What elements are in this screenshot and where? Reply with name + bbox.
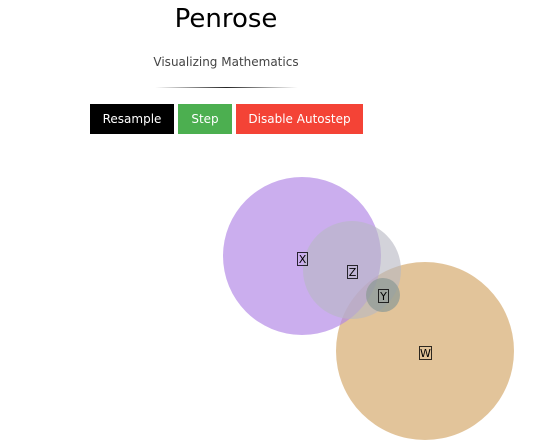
resample-button[interactable]: Resample: [90, 104, 174, 134]
page-subtitle: Visualizing Mathematics: [153, 55, 299, 69]
label-z: Z: [347, 265, 358, 279]
label-x-text: X: [299, 253, 307, 266]
label-w-text: W: [420, 347, 431, 360]
label-w: W: [419, 346, 432, 360]
label-z-text: Z: [349, 266, 357, 279]
page-title: Penrose: [174, 4, 278, 34]
set-circle-y[interactable]: [366, 278, 400, 312]
step-button[interactable]: Step: [178, 104, 232, 134]
label-y-text: Y: [379, 290, 387, 303]
label-x: X: [297, 252, 308, 266]
disable-autostep-button[interactable]: Disable Autostep: [236, 104, 363, 134]
header-divider: [155, 87, 298, 88]
label-y: Y: [378, 289, 389, 303]
